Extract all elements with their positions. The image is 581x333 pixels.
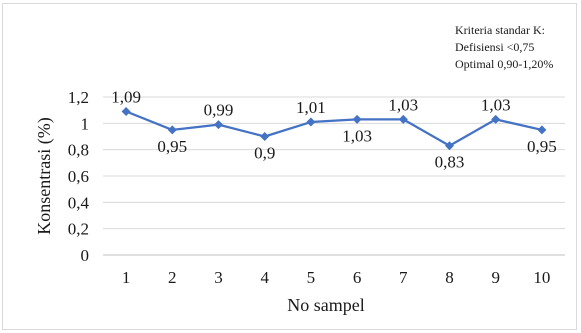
- y-tick-labels: 0 0,2 0,4 0,6 0,8 1 1,2: [68, 88, 90, 265]
- x-tick-label: 6: [353, 268, 362, 287]
- y-tick-label: 0: [81, 246, 90, 265]
- data-label: 1,01: [296, 98, 326, 117]
- data-label: 1,03: [342, 126, 372, 145]
- data-point-marker: [491, 114, 501, 124]
- data-point-marker: [398, 114, 408, 124]
- chart-frame: [2, 3, 577, 330]
- y-axis-title: Konsentrasi (%): [34, 117, 55, 234]
- x-tick-label: 10: [533, 268, 550, 287]
- data-label: 0,83: [435, 153, 465, 172]
- x-tick-label: 1: [122, 268, 131, 287]
- criteria-note-optimal: Optimal 0,90-1,20%: [455, 57, 554, 71]
- data-point-marker: [445, 141, 454, 151]
- data-label: 0,95: [527, 137, 557, 156]
- data-label: 0,95: [157, 137, 187, 156]
- y-tick-label: 0,8: [68, 141, 89, 160]
- y-tick-label: 0,6: [68, 167, 89, 186]
- x-axis-title: No sampel: [287, 295, 364, 315]
- data-point-marker: [121, 106, 131, 116]
- data-point-marker: [306, 117, 316, 127]
- data-point-marker: [167, 125, 177, 135]
- y-tick-label: 0,4: [68, 193, 90, 212]
- data-point-marker: [352, 114, 362, 124]
- series-polyline: [125, 110, 543, 147]
- y-tick-label: 0,2: [68, 220, 89, 239]
- x-tick-label: 2: [168, 268, 177, 287]
- criteria-note-title: Kriteria standar K:: [455, 23, 545, 37]
- x-tick-label: 7: [399, 268, 408, 287]
- y-tick-label: 1: [81, 114, 90, 133]
- data-point-marker: [260, 132, 270, 141]
- data-label: 1,03: [388, 95, 418, 114]
- x-tick-label: 3: [214, 268, 223, 287]
- x-tick-label: 8: [445, 268, 454, 287]
- data-point-marker: [214, 120, 223, 130]
- data-label: 0,99: [204, 101, 234, 120]
- data-label: 1,09: [111, 87, 141, 106]
- data-point-marker: [537, 125, 547, 135]
- y-tick-label: 1,2: [68, 88, 89, 107]
- data-labels: 1,09 0,95 0,99 0,9 1,01 1,03 1,03 0,83 1,03 0,95: [111, 87, 557, 171]
- x-tick-label: 4: [260, 268, 269, 287]
- criteria-note: Kriteria standar K: Defisiensi <0,75 Opt…: [455, 22, 581, 73]
- series-line: [121, 106, 547, 151]
- x-tick-label: 9: [491, 268, 500, 287]
- x-tick-labels: 1 2 3 4 5 6 7 8 9 10: [122, 268, 551, 287]
- data-label: 0,9: [254, 144, 275, 163]
- criteria-note-deficiency: Defisiensi <0,75: [455, 40, 535, 54]
- data-label: 1,03: [481, 95, 511, 114]
- x-tick-label: 5: [307, 268, 316, 287]
